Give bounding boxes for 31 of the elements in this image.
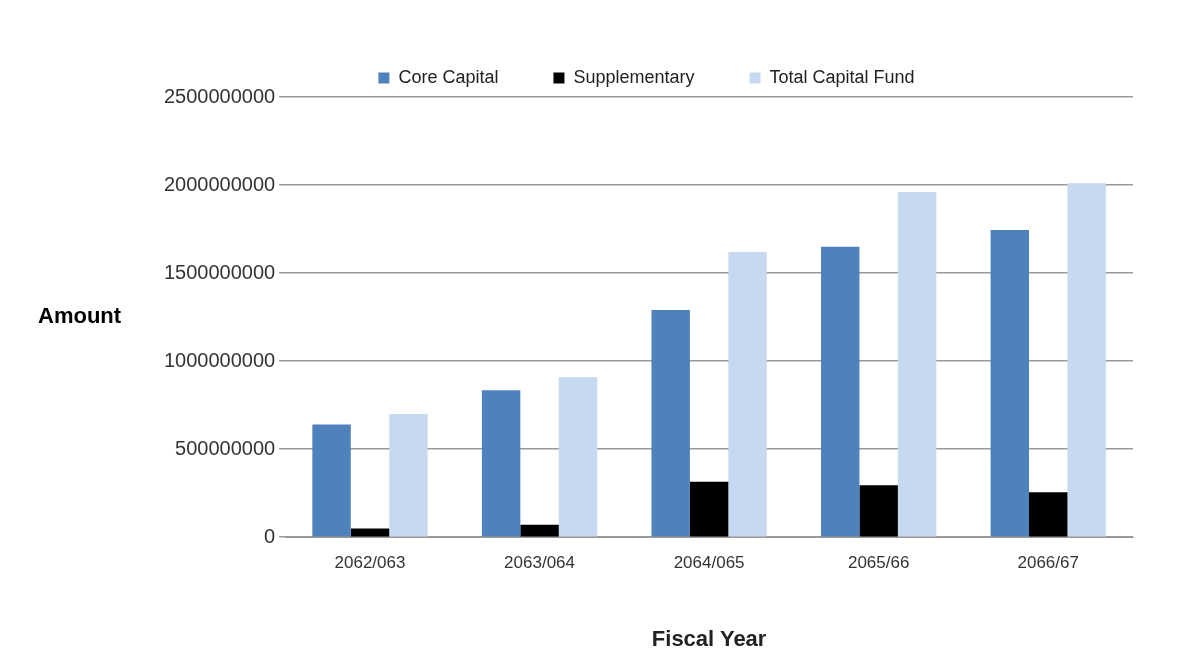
x-tick-label: 2064/065 [673,553,745,573]
bar [728,251,767,537]
y-axis-title: Amount [38,303,122,329]
y-tick-label: 2500000000 [164,84,276,107]
y-tick-label: 500000000 [175,436,276,459]
x-tick-label: 2066/67 [1017,553,1079,573]
y-tick-label: 0 [264,524,276,547]
y-tick-label: 1500000000 [164,260,276,283]
bar [990,229,1030,537]
bar [312,424,351,537]
bar [859,485,898,537]
bar [481,390,521,537]
bar [1029,492,1068,537]
bar [897,192,937,537]
bar [389,413,428,537]
x-tick-label: 2063/064 [504,553,576,573]
x-tick-label: 2062/063 [334,553,406,573]
legend-label: Total Capital Fund [769,66,915,87]
bar [520,524,559,537]
y-tick-label: 2000000000 [164,172,276,195]
x-axis-title: Fiscal Year [651,625,767,651]
bar [350,528,390,537]
y-tick-label: 1000000000 [164,348,276,371]
bar [689,481,729,537]
bar [821,246,860,537]
bar [651,310,690,537]
bar [1067,183,1106,537]
legend-label: Core Capital [398,66,499,87]
x-tick-label: 2065/66 [847,553,910,573]
legend-label: Supplementary [573,66,695,87]
bar [558,376,598,537]
